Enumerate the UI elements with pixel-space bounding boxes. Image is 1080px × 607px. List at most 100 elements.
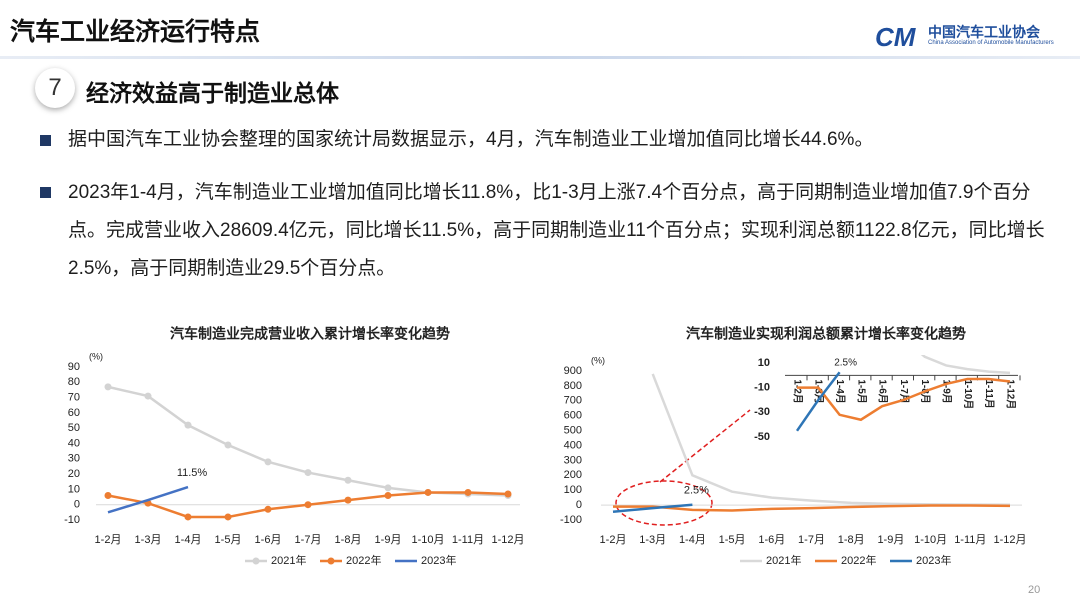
- legend-label: 2022年: [841, 553, 876, 567]
- point: [224, 513, 232, 521]
- point: [304, 469, 312, 477]
- legend-label: 2023年: [421, 553, 456, 567]
- inset-y-tick-label: 10: [758, 357, 770, 369]
- y-tick-label: 10: [68, 483, 80, 495]
- x-tick-label: 1-10月: [914, 534, 947, 546]
- point: [464, 488, 472, 496]
- y-tick-label: 100: [564, 484, 582, 496]
- legend-label: 2021年: [766, 553, 801, 567]
- y-tick-label: 900: [564, 365, 582, 377]
- series-line: [920, 355, 1011, 375]
- y-tick-label: 700: [564, 395, 582, 407]
- inset-y-tick-label: -30: [754, 406, 770, 418]
- y-tick-label: 400: [564, 439, 582, 451]
- x-tick-label: 1-11月: [954, 534, 986, 546]
- y-tick-label: 600: [564, 410, 582, 422]
- logo-mark: CM: [875, 22, 916, 52]
- series-line: [613, 504, 1011, 512]
- point: [344, 496, 352, 504]
- point: [224, 441, 232, 449]
- y-tick-label: 500: [564, 425, 582, 437]
- y-tick-label: 200: [564, 469, 582, 481]
- x-tick-label: 1-8月: [838, 534, 865, 546]
- point: [344, 476, 352, 484]
- x-tick-label: 1-9月: [877, 534, 904, 546]
- series-line: [612, 503, 693, 514]
- y-tick-label: 80: [68, 376, 80, 388]
- y-tick-label: 40: [68, 437, 80, 449]
- inset-x-tick-label: 1-6月: [877, 379, 889, 403]
- series-line: [107, 385, 509, 497]
- point: [184, 513, 192, 521]
- inset-x-tick-label: 1-2月: [791, 379, 803, 403]
- y-tick-label: 60: [68, 407, 80, 419]
- x-tick-label: 1-2月: [600, 534, 627, 546]
- highlight-ellipse: [615, 480, 713, 526]
- x-tick-label: 1-12月: [491, 534, 524, 546]
- point: [504, 490, 512, 498]
- bullet-icon: [40, 135, 51, 146]
- y-tick-label: -10: [64, 514, 80, 526]
- legend-label: 2022年: [346, 553, 381, 567]
- chart-title: 汽车制造业完成营业收入累计增长率变化趋势: [170, 326, 450, 342]
- section-badge: 7: [35, 68, 75, 108]
- header-rule: [0, 56, 1080, 59]
- point: [424, 488, 432, 496]
- legend-label: 2021年: [271, 553, 306, 567]
- y-tick-label: 30: [68, 453, 80, 465]
- title: 汽车工业经济运行特点: [10, 18, 261, 46]
- x-tick-label: 1-3月: [639, 534, 666, 546]
- y-tick-label: 20: [68, 468, 80, 480]
- point: [144, 392, 152, 400]
- y-tick-label: 90: [68, 361, 80, 373]
- series-line: [107, 485, 189, 514]
- inset-x-tick-label: 1-5月: [855, 379, 867, 403]
- x-tick-label: 1-4月: [175, 534, 202, 546]
- x-tick-label: 1-3月: [135, 534, 162, 546]
- annotation: 11.5%: [177, 467, 208, 479]
- inset-x-tick-label: 1-10月: [962, 379, 974, 409]
- x-tick-label: 1-8月: [335, 534, 362, 546]
- logo-en: China Association of Automobile Manufact…: [928, 40, 1054, 46]
- bullet-text: 据中国汽车工业协会整理的国家统计局数据显示，4月，汽车制造业工业增加值同比增长4…: [68, 129, 874, 150]
- bullet-text: 2023年1-4月，汽车制造业工业增加值同比增长11.8%，比1-3月上涨7.4…: [68, 182, 1045, 279]
- x-tick-label: 1-6月: [758, 534, 785, 546]
- point: [384, 492, 392, 500]
- point: [304, 501, 312, 509]
- x-tick-label: 1-5月: [215, 534, 242, 546]
- series-line: [795, 371, 841, 432]
- y-tick-label: 0: [74, 499, 80, 511]
- inset-x-tick-label: 1-12月: [1004, 379, 1016, 409]
- series-line: [797, 377, 1011, 422]
- x-tick-label: 1-7月: [295, 534, 322, 546]
- inset-annotation: 2.5%: [834, 358, 857, 369]
- point: [184, 421, 192, 429]
- point: [264, 458, 272, 466]
- y-tick-label: 0: [576, 499, 582, 511]
- legend-marker: [252, 557, 260, 565]
- inset-y-tick-label: -10: [754, 382, 770, 394]
- inset-y-tick-label: -50: [754, 431, 770, 443]
- legend-label: 2023年: [916, 553, 951, 567]
- y-tick-label: -100: [560, 514, 582, 526]
- point: [104, 383, 112, 391]
- point: [264, 505, 272, 513]
- x-tick-label: 1-10月: [411, 534, 444, 546]
- point: [384, 484, 392, 492]
- y-axis-label: (%): [591, 355, 605, 365]
- logo-cn: 中国汽车工业协会: [928, 24, 1040, 40]
- x-tick-label: 1-6月: [255, 534, 282, 546]
- x-tick-label: 1-11月: [452, 534, 484, 546]
- y-tick-label: 50: [68, 422, 80, 434]
- y-axis-label: (%): [89, 351, 103, 361]
- x-tick-label: 1-4月: [679, 534, 706, 546]
- x-tick-label: 1-5月: [719, 534, 746, 546]
- inset-x-tick-label: 1-11月: [983, 379, 995, 408]
- inset-plot: [795, 355, 1011, 432]
- point: [104, 492, 112, 500]
- section-title: 经济效益高于制造业总体: [86, 80, 339, 106]
- y-tick-label: 800: [564, 380, 582, 392]
- x-tick-label: 1-12月: [993, 534, 1026, 546]
